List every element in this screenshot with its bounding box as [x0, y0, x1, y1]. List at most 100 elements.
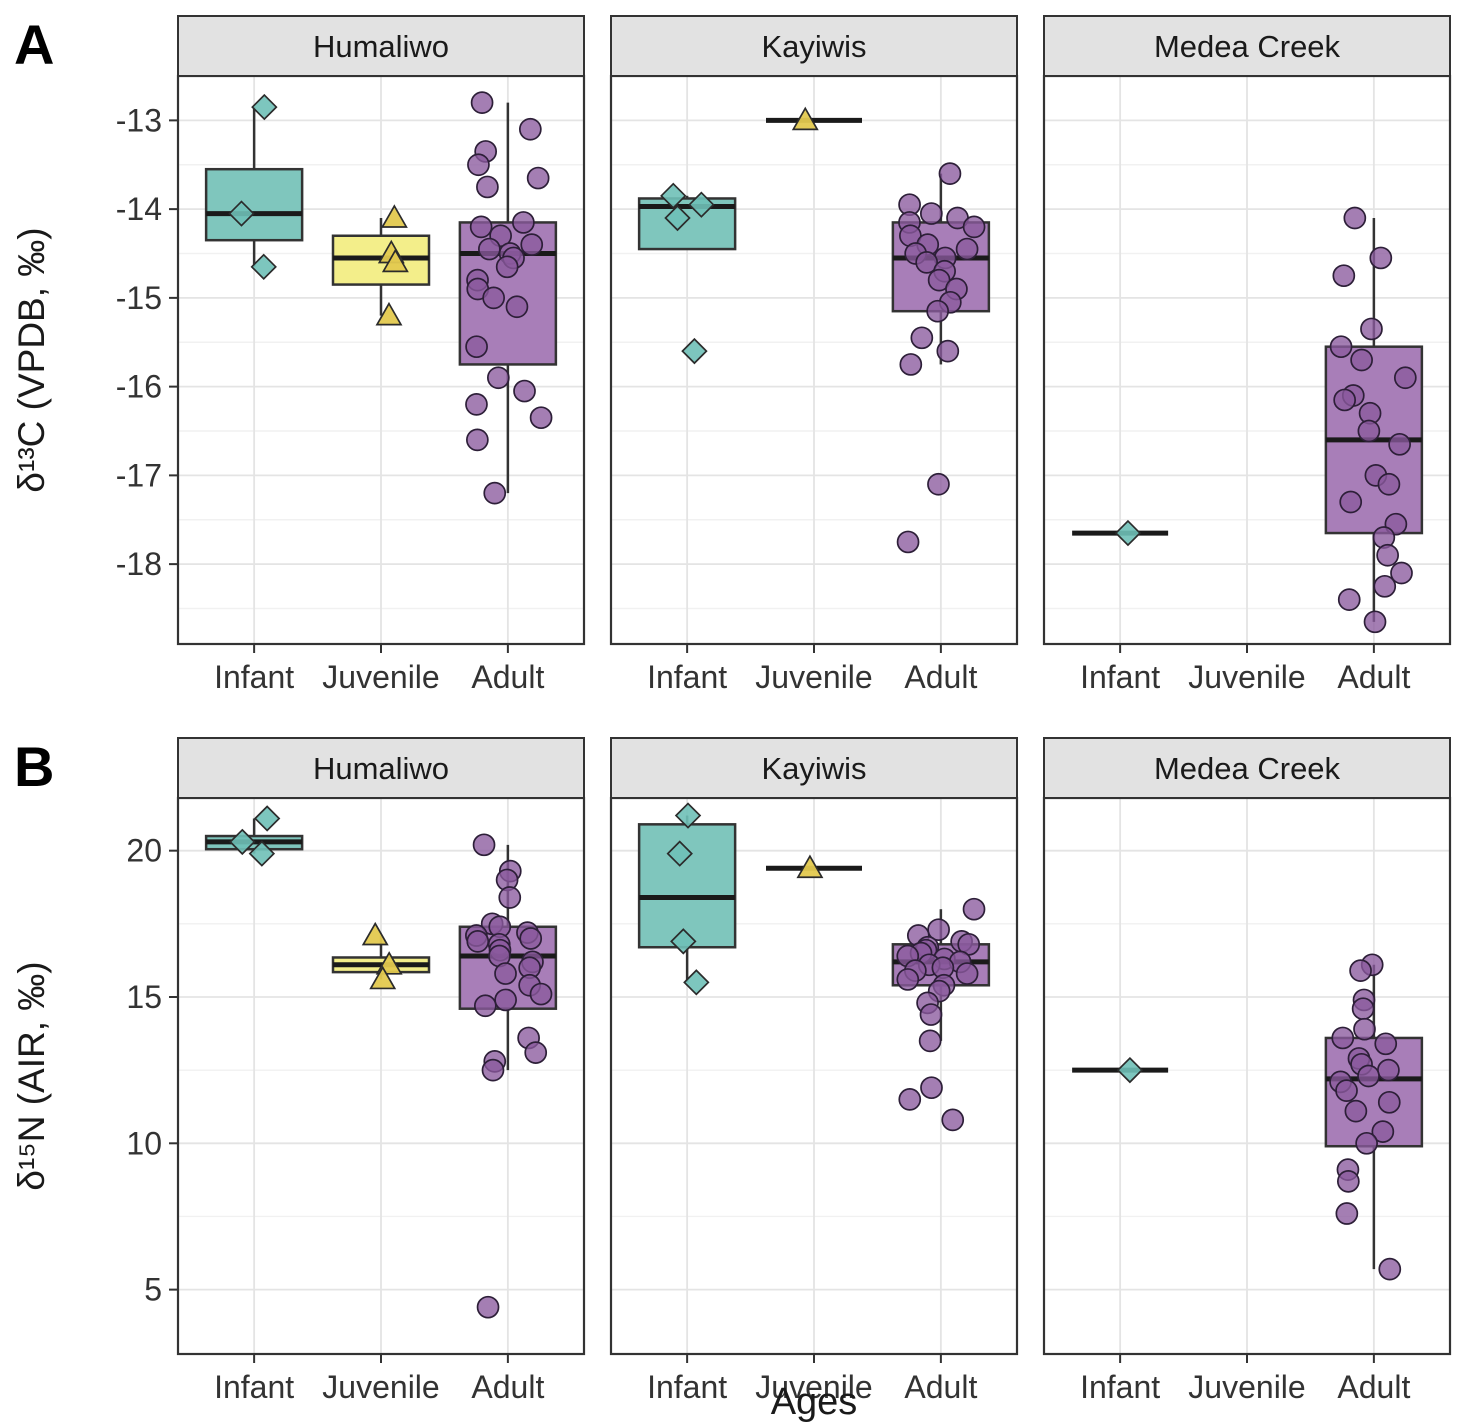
- data-point-adult: [526, 166, 550, 190]
- y-tick-label: -13: [116, 102, 162, 138]
- panel-letter: B: [14, 735, 54, 798]
- data-point-adult: [465, 335, 488, 359]
- data-point-adult: [520, 233, 544, 256]
- data-point-adult: [512, 211, 535, 234]
- data-point-adult: [1332, 264, 1356, 288]
- data-point-infant: [1116, 1056, 1144, 1084]
- data-point-adult: [1363, 610, 1387, 634]
- data-point-adult: [472, 833, 496, 857]
- facet-strip: [1043, 15, 1451, 77]
- data-point-adult: [469, 215, 493, 239]
- x-tick-label: Infant: [1080, 1369, 1160, 1405]
- panel-letter: A: [14, 13, 54, 76]
- data-point-adult: [529, 982, 553, 1006]
- facet-title: Humaliwo: [313, 751, 449, 786]
- data-point-adult: [498, 886, 522, 909]
- data-point-adult: [1344, 1099, 1368, 1123]
- x-tick-label: Adult: [471, 1369, 544, 1405]
- data-point-adult: [919, 1003, 943, 1026]
- data-point-adult: [466, 428, 489, 452]
- x-tick-label: Infant: [214, 1369, 294, 1405]
- data-point-adult: [936, 339, 960, 363]
- x-tick-label: Infant: [214, 659, 294, 695]
- data-point-adult: [494, 988, 517, 1012]
- data-point-adult: [1339, 490, 1363, 514]
- data-point-infant: [660, 182, 687, 210]
- data-point-adult: [1350, 348, 1373, 372]
- y-tick-label: 20: [126, 833, 162, 869]
- data-point-adult: [1337, 1169, 1360, 1193]
- data-point-adult: [487, 366, 510, 390]
- data-point-adult: [896, 530, 920, 554]
- data-point-adult: [1369, 246, 1393, 270]
- data-point-adult: [1360, 317, 1383, 341]
- data-point-adult: [529, 406, 553, 430]
- data-point-infant: [688, 191, 715, 218]
- facet-title: Medea Creek: [1154, 29, 1341, 64]
- data-point-juvenile: [361, 921, 389, 946]
- facet-strip: [177, 737, 585, 799]
- data-point-infant: [664, 204, 691, 232]
- x-tick-label: Juvenile: [755, 1369, 872, 1405]
- data-point-infant: [228, 200, 255, 227]
- x-axis-title: Ages: [771, 1381, 858, 1423]
- data-point-adult: [927, 918, 950, 942]
- data-point-adult: [465, 393, 488, 416]
- data-point-infant: [253, 805, 281, 832]
- data-point-juvenile: [791, 106, 819, 131]
- x-tick-label: Juvenile: [322, 659, 439, 695]
- data-point-adult: [955, 237, 979, 261]
- x-tick-label: Juvenile: [322, 1369, 439, 1405]
- data-point-adult: [1377, 1090, 1401, 1114]
- data-point-adult: [896, 968, 920, 991]
- data-point-adult: [1333, 388, 1357, 412]
- boxplot-box: [637, 823, 737, 949]
- x-tick-label: Juvenile: [1188, 1369, 1305, 1405]
- data-point-infant: [251, 93, 278, 121]
- data-point-adult: [1349, 959, 1372, 983]
- data-point-infant: [1114, 519, 1142, 547]
- data-point-infant: [229, 828, 256, 856]
- data-point-adult: [918, 1029, 942, 1053]
- data-point-infant: [250, 253, 277, 281]
- data-point-adult: [473, 994, 497, 1018]
- y-tick-label: 10: [126, 1125, 162, 1161]
- data-point-adult: [938, 162, 962, 185]
- data-point-adult: [519, 927, 543, 950]
- x-tick-label: Infant: [647, 1369, 727, 1405]
- data-point-adult: [915, 251, 939, 274]
- data-point-infant: [670, 928, 697, 955]
- data-point-adult: [483, 481, 507, 505]
- data-point-juvenile: [380, 204, 408, 228]
- y-tick-label: -14: [116, 191, 162, 227]
- y-axis-title: δ¹³C (VPDB, ‰): [11, 227, 52, 492]
- data-point-adult: [1388, 432, 1411, 456]
- data-point-adult: [1335, 1079, 1358, 1102]
- data-point-juvenile: [796, 854, 824, 879]
- y-tick-label: 15: [126, 979, 162, 1015]
- y-tick-label: 5: [144, 1272, 162, 1308]
- data-point-adult: [910, 326, 934, 350]
- data-point-adult: [1355, 1131, 1378, 1155]
- data-point-adult: [962, 215, 986, 239]
- x-tick-label: Adult: [904, 1369, 977, 1405]
- boxplot-box: [204, 167, 304, 242]
- data-point-adult: [899, 353, 923, 376]
- x-tick-label: Adult: [904, 659, 977, 695]
- data-point-adult: [1343, 206, 1367, 230]
- data-point-adult: [476, 1295, 500, 1319]
- data-point-adult: [1371, 1120, 1395, 1143]
- data-point-adult: [467, 153, 490, 177]
- data-point-adult: [505, 295, 529, 319]
- data-point-adult: [470, 91, 494, 114]
- data-point-adult: [1335, 1202, 1359, 1225]
- y-tick-label: -18: [116, 546, 162, 582]
- data-point-adult: [926, 299, 950, 323]
- data-point-adult: [1337, 588, 1361, 611]
- data-point-adult: [1374, 1032, 1398, 1056]
- y-tick-label: -15: [116, 280, 162, 316]
- x-tick-label: Juvenile: [1188, 659, 1305, 695]
- data-point-adult: [1378, 1257, 1402, 1281]
- x-tick-label: Juvenile: [755, 659, 872, 695]
- facet-title: Humaliwo: [313, 29, 449, 64]
